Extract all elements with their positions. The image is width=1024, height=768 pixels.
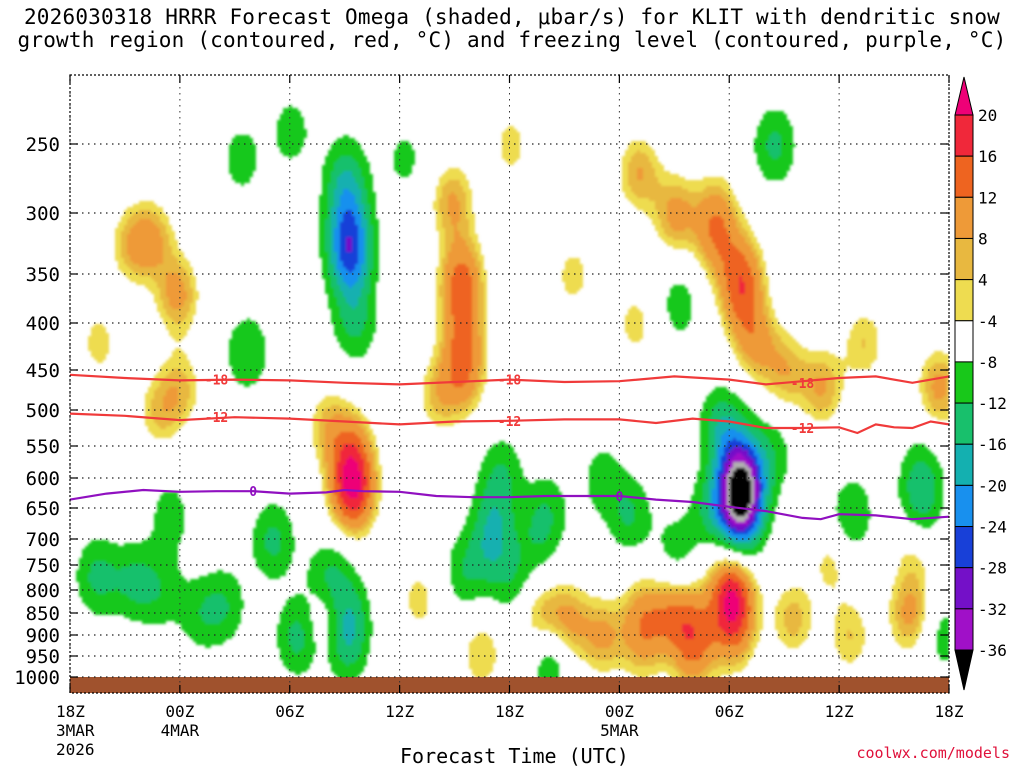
x-tick-label: 18Z: [935, 702, 964, 721]
y-tick-label: 700: [26, 529, 60, 551]
y-tick-label: 400: [26, 313, 60, 335]
colorbar-swatch: [954, 567, 974, 610]
contour-lines: -18 -18 -18 -12 -12 -12 0 0: [70, 373, 949, 521]
x-tick-label: 18Z: [495, 702, 524, 721]
y-tick-label: 600: [26, 468, 60, 490]
contour-label: -12: [791, 422, 814, 437]
contour-line: [70, 412, 949, 435]
colorbar-label: -36: [978, 641, 1007, 660]
contour-label: -18: [791, 377, 815, 392]
title-line-2: growth region (contoured, red, °C) and f…: [17, 28, 1007, 52]
colorbar-swatch: [954, 608, 974, 651]
x-tick-label: 18Z: [56, 702, 85, 721]
contour-line: [70, 488, 949, 521]
colorbar-swatch: [954, 114, 974, 157]
y-tick-label: 250: [26, 134, 60, 156]
x-tick-label: 12Z: [825, 702, 854, 721]
contour-label: 0: [249, 485, 257, 500]
y-tick-label: 850: [26, 603, 60, 625]
colorbar-swatch: [954, 361, 974, 404]
contour-label: -12: [205, 411, 228, 426]
colorbar-swatch: [954, 196, 974, 239]
colorbar-label: -16: [978, 435, 1007, 454]
colorbar-label: -32: [978, 600, 1007, 619]
x-tick-year: 2026: [56, 740, 95, 759]
colorbar-label: 16: [978, 147, 997, 166]
colorbar-label: 4: [978, 271, 988, 290]
y-tick-label: 450: [26, 360, 60, 382]
colorbar-swatch: [954, 279, 974, 322]
y-tick-label: 1000: [14, 667, 60, 689]
x-tick-date: 5MAR: [600, 721, 639, 740]
colorbar: 20 16 12 8 4 -4 -8 -12 -16 -20 -24 -28 -32 -36: [954, 76, 1007, 691]
contour-line: [70, 373, 949, 386]
colorbar-label: 12: [978, 188, 997, 207]
y-tick-label: 750: [26, 555, 60, 577]
colorbar-swatch: [954, 402, 974, 445]
colorbar-swatch: [954, 484, 974, 528]
x-tick-label: 12Z: [385, 702, 414, 721]
x-tick-date: 3MAR: [56, 721, 95, 740]
colorbar-label: 20: [978, 106, 997, 125]
colorbar-swatch: [954, 320, 974, 363]
y-tick-label: 300: [26, 203, 60, 225]
colorbar-bottom-arrow: [954, 649, 974, 691]
colorbar-swatch: [954, 526, 974, 569]
y-tick-label: 950: [26, 646, 60, 668]
gridlines: [69, 75, 950, 693]
y-tick-label: 650: [26, 498, 60, 520]
x-axis-title: Forecast Time (UTC): [400, 744, 629, 768]
colorbar-swatch: [954, 237, 974, 281]
x-tick-date: 4MAR: [161, 721, 200, 740]
colorbar-label: -24: [978, 518, 1007, 537]
y-axis: 2503003504004505005506006507007508008509…: [14, 134, 949, 689]
contour-label: -12: [498, 415, 521, 430]
x-tick-label: 06Z: [715, 702, 744, 721]
contour-label: -18: [205, 374, 229, 389]
x-tick-label: 00Z: [165, 702, 194, 721]
contour-label: 0: [615, 490, 623, 505]
title-line-1: 2026030318 HRRR Forecast Omega (shaded, …: [23, 5, 1001, 29]
colorbar-top-arrow: [954, 76, 974, 116]
chart-title: 2026030318 HRRR Forecast Omega (shaded, …: [0, 6, 1024, 52]
y-tick-label: 500: [26, 400, 60, 422]
colorbar-label: -4: [978, 312, 997, 331]
colorbar-label: -20: [978, 476, 1007, 495]
y-tick-label: 550: [26, 436, 60, 458]
colorbar-swatch: [954, 155, 974, 198]
colorbar-label: -28: [978, 559, 1007, 578]
x-tick-label: 00Z: [605, 702, 634, 721]
x-tick-label: 06Z: [275, 702, 304, 721]
y-tick-label: 900: [26, 625, 60, 647]
credit-text: coolwx.com/models: [856, 744, 1010, 762]
colorbar-swatch: [954, 443, 974, 486]
colorbar-label: 8: [978, 229, 988, 248]
y-tick-label: 800: [26, 580, 60, 602]
colorbar-label: -12: [978, 394, 1007, 413]
contour-label: -18: [498, 374, 522, 389]
y-tick-label: 350: [26, 264, 60, 286]
colorbar-label: -8: [978, 353, 997, 372]
